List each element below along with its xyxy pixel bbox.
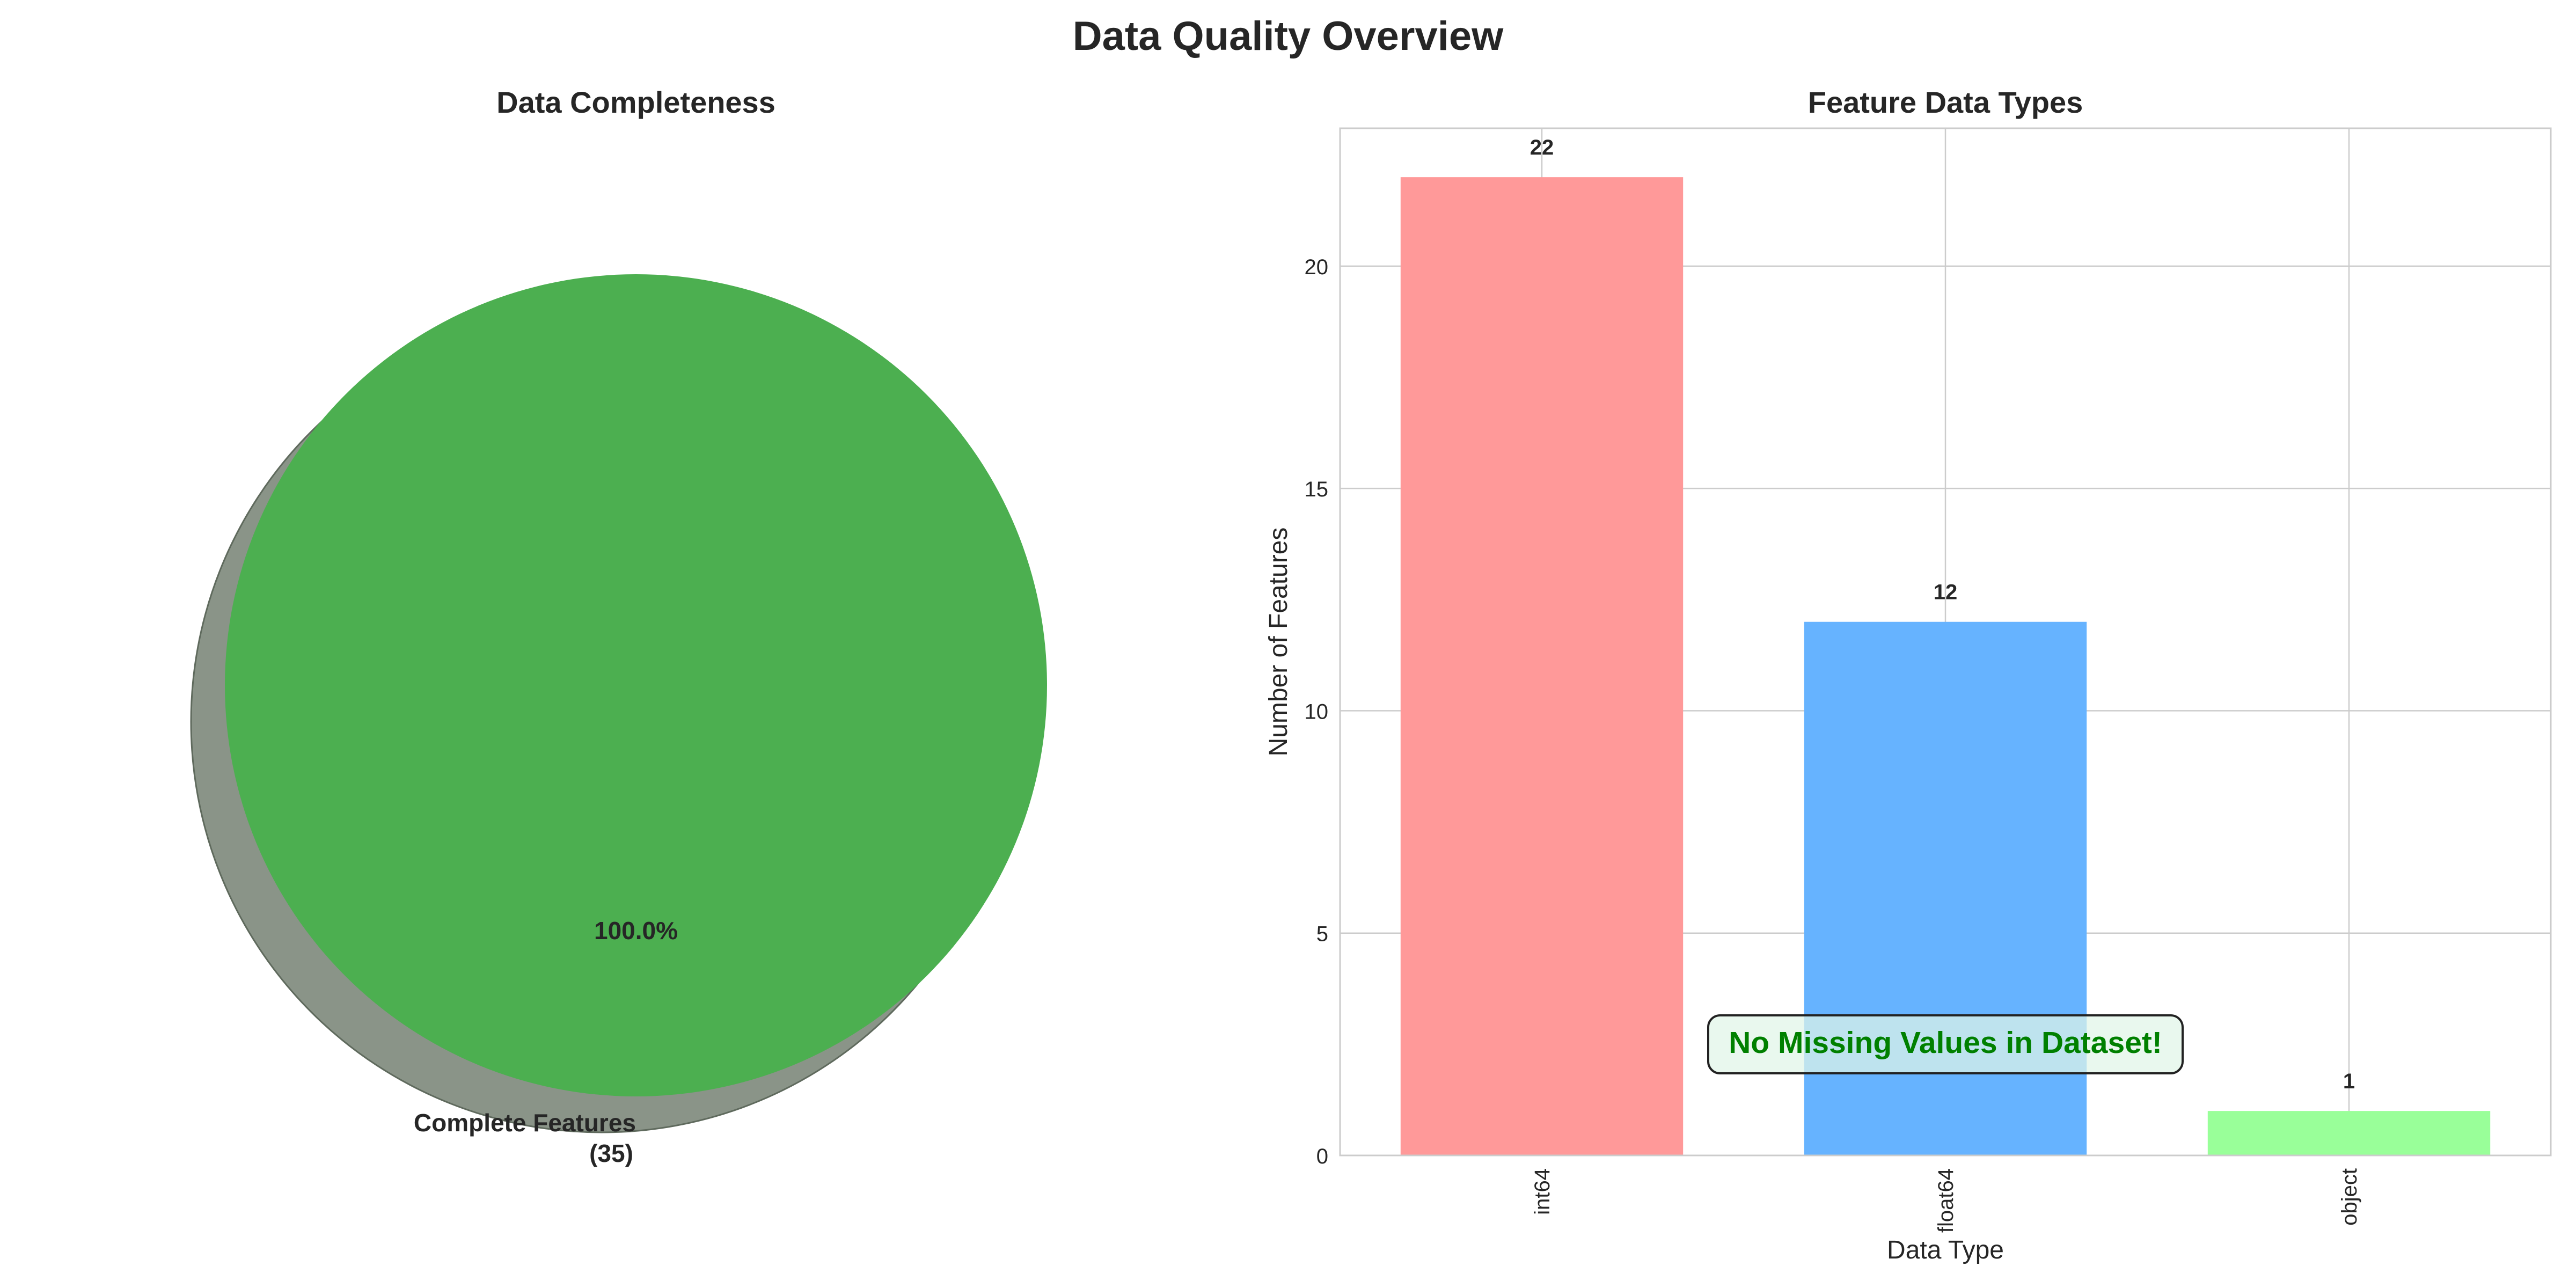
bar-value-label: 22 <box>1530 136 1554 159</box>
y-tick-label: 10 <box>1305 700 1329 723</box>
y-tick-label: 0 <box>1316 1145 1328 1168</box>
bar-value-label: 1 <box>2343 1070 2355 1093</box>
bar-chart: Feature Data Types 0 5 10 15 20 22 int64 12 floa… <box>1264 85 2552 1264</box>
bar-object <box>2207 1111 2491 1155</box>
bar-y-axis-label: Number of Features <box>1264 528 1293 757</box>
bar-plot-frame <box>1339 127 2552 1157</box>
bar-chart-title: Feature Data Types <box>1808 85 2083 119</box>
pie-chart: Data Completeness 100.0% Complete Featur… <box>190 85 1047 1167</box>
pie-slice-percent-label: 100.0% <box>594 917 678 945</box>
no-missing-values-annotation: No Missing Values in Dataset! <box>1707 1014 2184 1074</box>
bar-float64 <box>1804 621 2087 1155</box>
x-tick-label: object <box>2338 1168 2361 1226</box>
annotation-box <box>1707 1014 2184 1074</box>
bar-int64 <box>1400 177 1684 1156</box>
pie-slice-count-label: (35) <box>589 1139 633 1167</box>
y-tick-label: 15 <box>1305 478 1329 501</box>
bar-tick-labels: 0 5 10 15 20 22 int64 12 float64 1 object <box>1305 136 2362 1233</box>
annotation-text: No Missing Values in Dataset! <box>1729 1026 2162 1060</box>
pie-slice-label: Complete Features <box>414 1109 636 1137</box>
pie-slice-complete-features <box>225 274 1047 1096</box>
pie-chart-title: Data Completeness <box>496 85 775 119</box>
figure-title: Data Quality Overview <box>1072 13 1504 59</box>
y-tick-label: 20 <box>1305 255 1329 279</box>
bar-x-axis-label: Data Type <box>1887 1236 2004 1264</box>
bar-value-label: 12 <box>1934 581 1958 604</box>
x-tick-label: int64 <box>1531 1168 1554 1215</box>
x-tick-label: float64 <box>1934 1168 1958 1233</box>
y-tick-label: 5 <box>1316 923 1328 946</box>
